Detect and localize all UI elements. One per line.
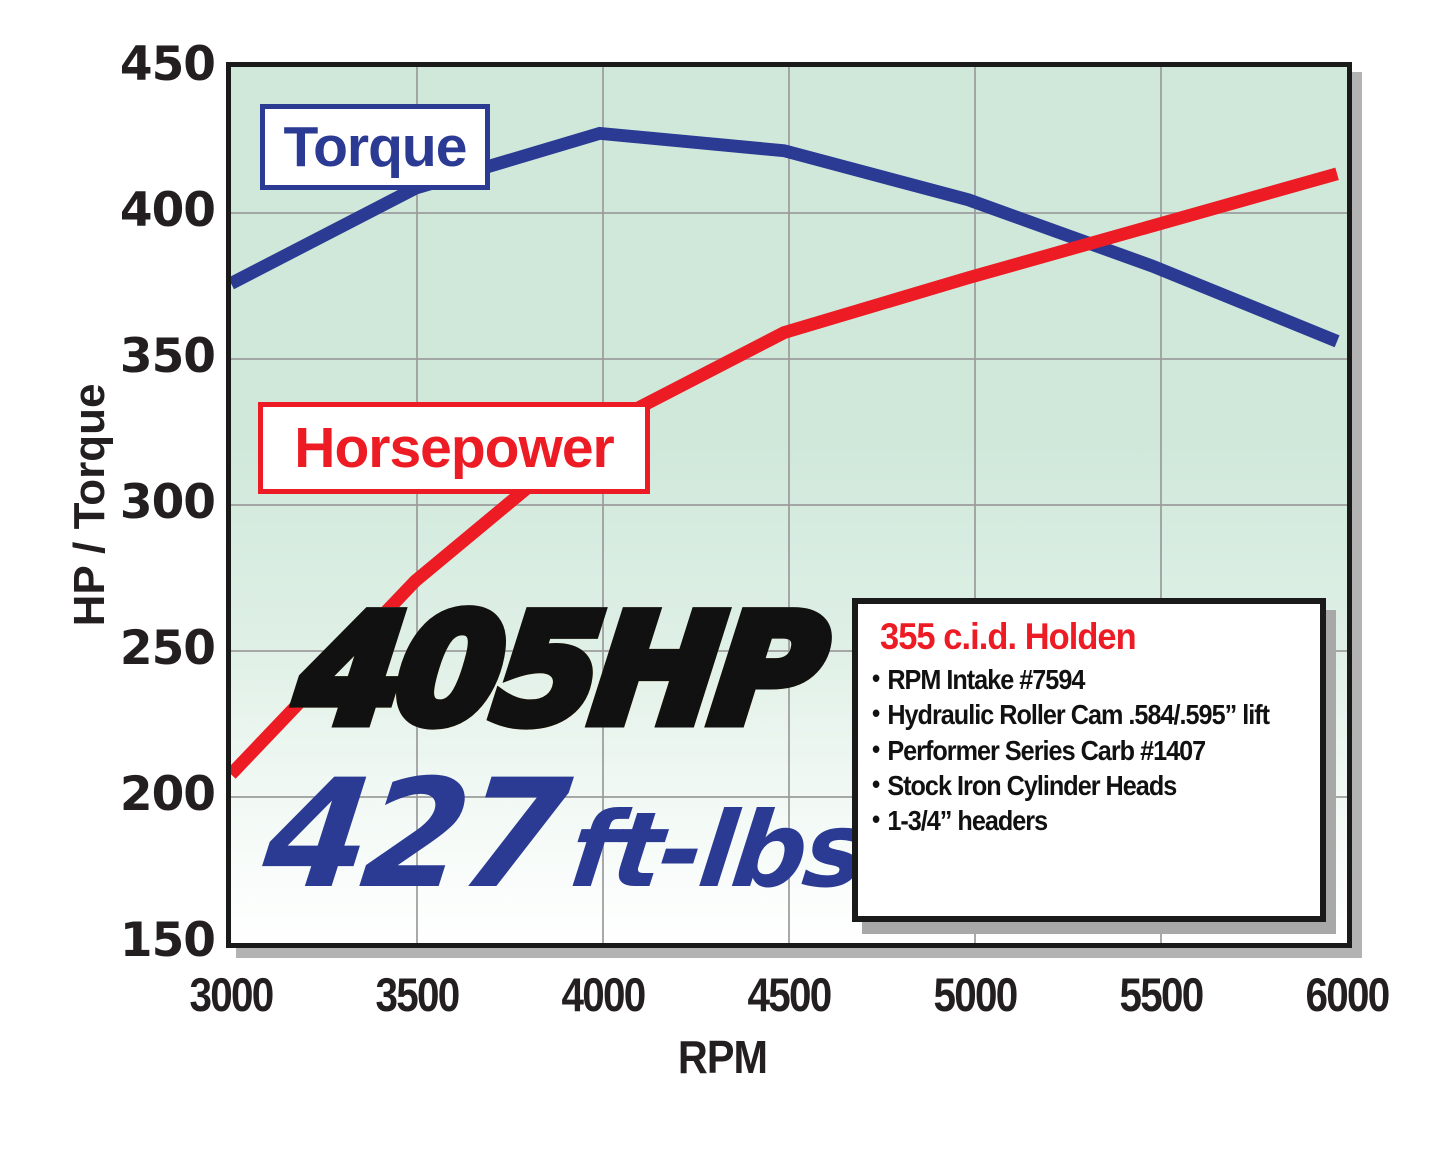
- spec-list-item-label: Stock Iron Cylinder Heads: [887, 770, 1177, 802]
- x-axis-tick-label: 6000: [1305, 968, 1390, 1021]
- bullet-icon: •: [872, 698, 880, 729]
- legend-torque: Torque: [260, 104, 490, 190]
- y-axis-tick-labels: 450 400 350 300 250 200 150: [90, 0, 216, 1010]
- spec-box-list: • RPM Intake #7594 • Hydraulic Roller Cam .…: [872, 663, 1306, 837]
- spec-list-item: • Performer Series Carb #1407: [872, 733, 1263, 766]
- spec-list-item-label: Hydraulic Roller Cam .584/.595” lift: [887, 699, 1270, 731]
- y-axis-title: HP / Torque: [65, 383, 114, 627]
- x-axis-tick-label: 4500: [747, 968, 832, 1021]
- y-axis-tick-label: 400: [119, 183, 216, 238]
- x-axis-tick-label: 5000: [933, 968, 1018, 1021]
- spec-list-item: • Hydraulic Roller Cam .584/.595” lift: [872, 698, 1270, 730]
- peak-torque-unit: ft-lbs: [563, 789, 871, 911]
- spec-list-item: • RPM Intake #7594: [872, 663, 1263, 695]
- gridline-horizontal: [231, 358, 1347, 360]
- x-axis-tick-label: 3000: [189, 968, 274, 1021]
- x-axis-tick-label: 5500: [1119, 968, 1204, 1021]
- engine-spec-box: 355 c.i.d. Holden • RPM Intake #7594 • Hydr…: [852, 598, 1326, 922]
- y-axis-tick-label: 150: [119, 913, 216, 968]
- peak-torque-value: 427: [255, 748, 572, 922]
- peak-torque-callout: 427ft-lbs: [255, 748, 875, 922]
- bullet-icon: •: [872, 769, 880, 800]
- spec-list-item-label: 1-3/4” headers: [887, 805, 1048, 837]
- gridline-horizontal: [231, 796, 1347, 798]
- chart-gridlines: [231, 67, 1347, 943]
- spec-list-item-label: Performer Series Carb #1407: [887, 734, 1206, 766]
- spec-box-title: 355 c.i.d. Holden: [880, 616, 1137, 657]
- x-axis-title: RPM: [677, 1031, 768, 1083]
- spec-list-item: • 1-3/4” headers: [872, 804, 1263, 837]
- x-axis-tick-label: 4000: [561, 968, 646, 1021]
- bullet-icon: •: [872, 733, 880, 764]
- gridline-horizontal: [231, 650, 1347, 652]
- x-axis-tick-label: 3500: [375, 968, 460, 1021]
- bullet-icon: •: [872, 804, 880, 835]
- peak-horsepower-callout: 405HP: [284, 579, 835, 764]
- gridline-horizontal: [231, 504, 1347, 506]
- gridline-horizontal: [231, 212, 1347, 214]
- series-line-horsepower: [231, 167, 1339, 779]
- x-axis-tick-labels: 3000 3500 4000 4500 5000 5500 6000: [189, 967, 1390, 1027]
- y-axis-tick-label: 250: [119, 621, 216, 676]
- y-axis-tick-label: 450: [119, 37, 216, 92]
- bullet-icon: •: [872, 663, 880, 693]
- spec-list-item: • Stock Iron Cylinder Heads: [872, 769, 1263, 802]
- spec-list-item-label: RPM Intake #7594: [887, 664, 1085, 695]
- y-axis-tick-label: 200: [119, 767, 216, 822]
- y-axis-tick-label: 300: [119, 475, 216, 530]
- y-axis-tick-label: 350: [119, 329, 216, 384]
- legend-horsepower: Horsepower: [258, 402, 650, 494]
